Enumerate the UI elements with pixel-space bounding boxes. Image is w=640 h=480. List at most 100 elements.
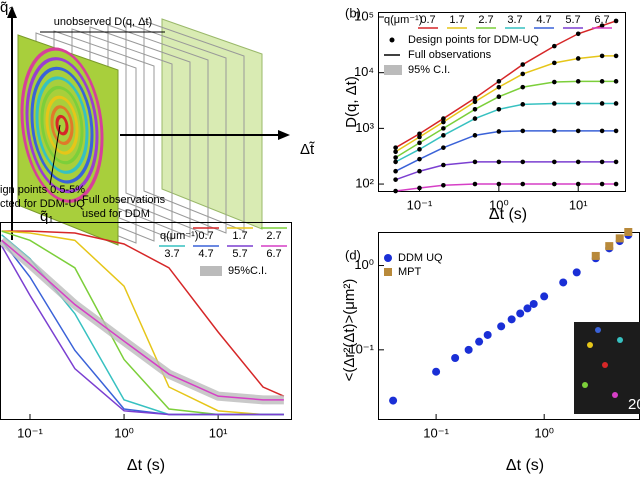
ring <box>50 105 74 146</box>
axis-label: q̃₂ <box>0 0 14 16</box>
point <box>432 367 441 376</box>
design-point <box>496 84 502 90</box>
design-point <box>552 79 557 85</box>
legend-label: 2.7 <box>478 14 493 26</box>
legend-label: Design points for DDM-UQ <box>408 34 539 46</box>
design-point <box>520 128 526 134</box>
chart: 10⁻¹ 10⁰ 10¹ Δt (s) q(μm⁻¹) 0.7 1.7 2.7 3.7 4.7 5.… <box>0 222 292 474</box>
point <box>529 299 538 308</box>
design-point <box>520 71 526 77</box>
design-point <box>599 181 605 187</box>
legend-label: 4.7 <box>198 248 213 260</box>
x-tick-label: 10⁰ <box>534 425 554 440</box>
design-point <box>441 182 446 188</box>
point <box>591 251 600 260</box>
point <box>516 309 525 318</box>
design-point <box>575 159 581 165</box>
axis-label: Δt̃ <box>300 141 316 158</box>
point <box>507 315 516 324</box>
design-point <box>520 159 526 165</box>
design-point <box>393 177 398 182</box>
design-point <box>613 79 619 84</box>
design-point <box>599 128 605 134</box>
annotation: cted for DDM-UQ <box>0 198 85 210</box>
series-line <box>1 239 284 401</box>
legend-label: 5.7 <box>565 14 580 26</box>
design-point <box>552 43 557 49</box>
design-point <box>393 155 398 160</box>
panel-label: (d) <box>345 247 361 262</box>
legend-label: 6.7 <box>594 14 609 26</box>
plots: 10⁻¹ 10⁰ 10¹ 10² 10³ 10⁴ 10⁵ Δt (s) D(q, Δt) (b) q… <box>0 5 640 474</box>
legend-label: 4.7 <box>536 14 551 26</box>
design-point <box>496 107 502 112</box>
panel-a: unobserved D(q, Δt) Δt̃ q̃₂ q̃₁ ign poin… <box>0 0 316 246</box>
design-point <box>613 159 619 165</box>
inset-speck <box>582 382 588 388</box>
legend-label: 1.7 <box>449 14 464 26</box>
plot-content: 20 <box>389 228 640 414</box>
sheet <box>125 22 227 234</box>
design-point <box>417 131 422 137</box>
design-point <box>472 99 478 105</box>
ring <box>45 95 79 155</box>
x-tick-label: 10¹ <box>209 425 228 440</box>
plot-content <box>0 230 285 416</box>
design-point <box>496 94 502 100</box>
design-point <box>613 53 619 59</box>
design-point <box>417 147 422 152</box>
annotation: ign points 0.5-5% <box>0 184 85 196</box>
ring <box>35 76 89 174</box>
legend-label: 1.7 <box>232 230 247 242</box>
design-point <box>441 126 446 131</box>
design-point <box>520 181 526 187</box>
legend-title: q(μm⁻¹) <box>160 230 198 242</box>
series-line <box>395 80 617 159</box>
design-point <box>552 101 557 106</box>
ring <box>55 114 69 136</box>
series-line <box>395 102 617 163</box>
design-point <box>417 134 422 140</box>
design-point <box>599 79 605 84</box>
point <box>559 278 568 287</box>
design-point <box>575 101 581 106</box>
point <box>572 268 581 277</box>
design-point <box>552 181 557 187</box>
design-point <box>599 159 605 165</box>
design-point <box>417 156 422 162</box>
ring <box>30 66 94 184</box>
plot-content <box>393 18 619 194</box>
ring <box>40 86 84 165</box>
inset-speck <box>587 342 593 348</box>
point <box>451 353 460 362</box>
design-point <box>472 107 478 112</box>
design-point <box>575 31 581 37</box>
design-point <box>575 181 581 187</box>
design-point <box>613 128 619 134</box>
design-point <box>472 95 478 101</box>
design-point <box>552 60 557 66</box>
y-tick-label: 10³ <box>355 120 374 135</box>
chart: 10⁻¹ 10⁰ 10¹ 10² 10³ 10⁴ 10⁵ Δt (s) D(q, Δt) (b) q… <box>343 5 626 223</box>
x-tick-label: 10⁰ <box>489 197 509 212</box>
design-point <box>393 149 398 155</box>
point <box>483 330 492 339</box>
series-line <box>395 183 617 192</box>
design-point <box>575 56 581 61</box>
design-point <box>599 53 605 59</box>
sheet <box>161 18 263 230</box>
legend-swatch <box>384 65 402 75</box>
legend-label: 6.7 <box>266 248 281 260</box>
x-tick-label: 10⁻¹ <box>17 425 43 440</box>
inset-text: 20 <box>628 396 640 413</box>
legend-label: 3.7 <box>507 14 522 26</box>
design-point <box>472 116 478 121</box>
design-point <box>417 185 422 191</box>
legend-label: MPT <box>398 266 422 278</box>
point <box>624 228 633 236</box>
legend-label: 0.7 <box>420 14 435 26</box>
point <box>475 337 484 346</box>
design-point <box>496 159 502 165</box>
x-tick-label: 10⁻¹ <box>407 197 433 212</box>
